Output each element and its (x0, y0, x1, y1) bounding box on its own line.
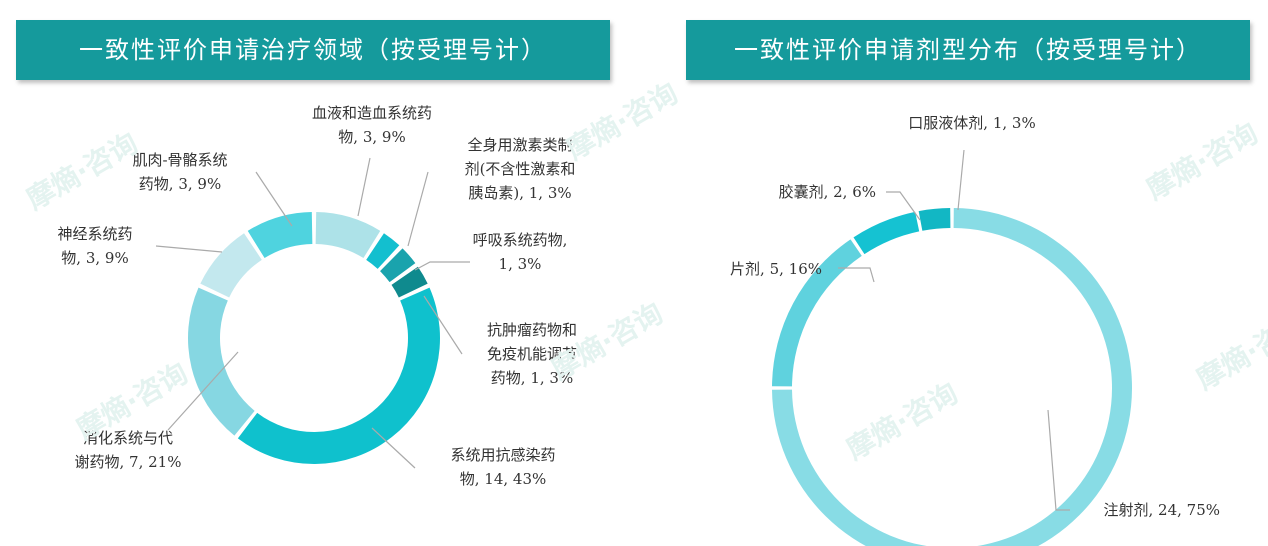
donut-slice (380, 248, 416, 283)
slice-label: 抗肿瘤药物和免疫机能调节药物, 1, 3% (487, 321, 577, 387)
leader-line (886, 191, 921, 221)
donut-slice (853, 211, 920, 255)
dosage-form-chart-title: 一致性评价申请剂型分布（按受理号计） (686, 20, 1250, 80)
slice-label-line: 系统用抗感染药 (450, 446, 555, 464)
donut-slice (187, 287, 255, 436)
leader-line (957, 149, 965, 211)
slice-label-line: 胶囊剂, 2, 6% (779, 183, 876, 201)
slice-label: 片剂, 5, 16% (730, 260, 822, 278)
slice-label-line: 免疫机能调节 (487, 345, 577, 363)
donut-slice (247, 212, 313, 259)
slice-label-line: 肌肉-骨骼系统 (132, 151, 227, 169)
slice-label: 神经系统药物, 3, 9% (57, 225, 132, 267)
slice-label-line: 物, 3, 9% (61, 249, 128, 267)
slice-label-line: 谢药物, 7, 21% (75, 453, 182, 471)
leader-line (255, 171, 293, 227)
slice-label-line: 1, 3% (499, 255, 542, 273)
leader-line (407, 171, 429, 247)
leader-line (371, 427, 416, 469)
slice-label: 注射剂, 24, 75% (1104, 501, 1221, 519)
slice-label-line: 呼吸系统药物, (473, 231, 568, 249)
slice-label-line: 药物, 1, 3% (491, 369, 573, 387)
slice-label-line: 全身用激素类制 (467, 136, 572, 154)
treatment-area-donut-chart: 血液和造血系统药物, 3, 9% 全身用激素类制剂(不含性激素和胰岛素), 1, … (57, 104, 577, 488)
slice-label-line: 胰岛素), 1, 3% (468, 184, 571, 202)
donut-slice (315, 212, 381, 259)
donut-slice (237, 287, 441, 465)
slice-label-line: 注射剂, 24, 75% (1104, 501, 1221, 519)
leader-line (155, 245, 223, 253)
slice-label-line: 物, 3, 9% (338, 128, 405, 146)
donut-slice (200, 233, 262, 298)
dosage-form-donut-chart: 注射剂, 24, 75% 片剂, 5, 16% 胶囊剂, 2, 6% 口服液体剂, 1… (730, 114, 1221, 546)
slice-label: 全身用激素类制剂(不含性激素和胰岛素), 1, 3% (465, 136, 576, 202)
slice-label: 系统用抗感染药物, 14, 43% (450, 446, 555, 488)
leader-line (167, 351, 239, 431)
slice-label-line: 血液和造血系统药 (312, 104, 432, 122)
donut-slice (391, 266, 428, 298)
slice-label-line: 剂(不含性激素和 (465, 160, 576, 178)
leader-line (838, 267, 875, 283)
slice-label-line: 物, 14, 43% (460, 470, 547, 488)
treatment-area-panel: 一致性评价申请治疗领域（按受理号计） 血液和造血系统药物, 3, 9% 全身用激素… (16, 20, 610, 488)
dosage-form-panel: 一致性评价申请剂型分布（按受理号计） 注射剂, 24, 75% 片剂, 5, 16… (634, 0, 1268, 546)
slice-label-line: 药物, 3, 9% (139, 175, 221, 193)
slice-label: 口服液体剂, 1, 3% (908, 114, 1035, 132)
slice-label: 胶囊剂, 2, 6% (779, 183, 876, 201)
leader-line (1047, 409, 1070, 511)
leader-line (423, 295, 463, 355)
slice-label-line: 片剂, 5, 16% (730, 260, 822, 278)
slice-label-line: 抗肿瘤药物和 (487, 321, 577, 339)
leader-line (414, 261, 470, 271)
donut-slice (772, 208, 1132, 546)
slice-label: 消化系统与代谢药物, 7, 21% (75, 429, 182, 471)
slice-label: 呼吸系统药物, 1, 3% (473, 231, 568, 273)
slice-label-line: 神经系统药 (57, 225, 132, 243)
donut-slice (366, 233, 400, 269)
treatment-area-chart-title: 一致性评价申请治疗领域（按受理号计） (16, 20, 610, 80)
donut-slice (918, 208, 951, 231)
slice-label-line: 消化系统与代 (83, 429, 173, 447)
slice-label: 血液和造血系统药物, 3, 9% (312, 104, 432, 146)
slice-label-line: 口服液体剂, 1, 3% (908, 114, 1035, 132)
donut-slice (772, 239, 862, 387)
slice-label: 肌肉-骨骼系统药物, 3, 9% (132, 151, 227, 193)
leader-line (357, 157, 371, 217)
